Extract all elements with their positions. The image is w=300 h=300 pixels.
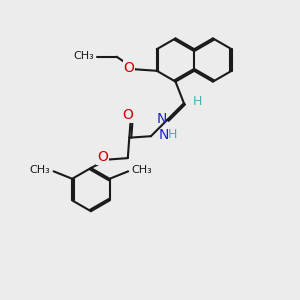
Text: CH₃: CH₃ xyxy=(29,165,50,175)
Text: H: H xyxy=(167,128,177,141)
Text: N: N xyxy=(156,112,167,126)
Text: N: N xyxy=(158,128,169,142)
Text: CH₃: CH₃ xyxy=(132,165,153,175)
Text: O: O xyxy=(122,108,133,122)
Text: O: O xyxy=(124,61,135,75)
Text: H: H xyxy=(192,95,202,108)
Text: O: O xyxy=(97,151,108,164)
Text: CH₃: CH₃ xyxy=(73,50,94,61)
